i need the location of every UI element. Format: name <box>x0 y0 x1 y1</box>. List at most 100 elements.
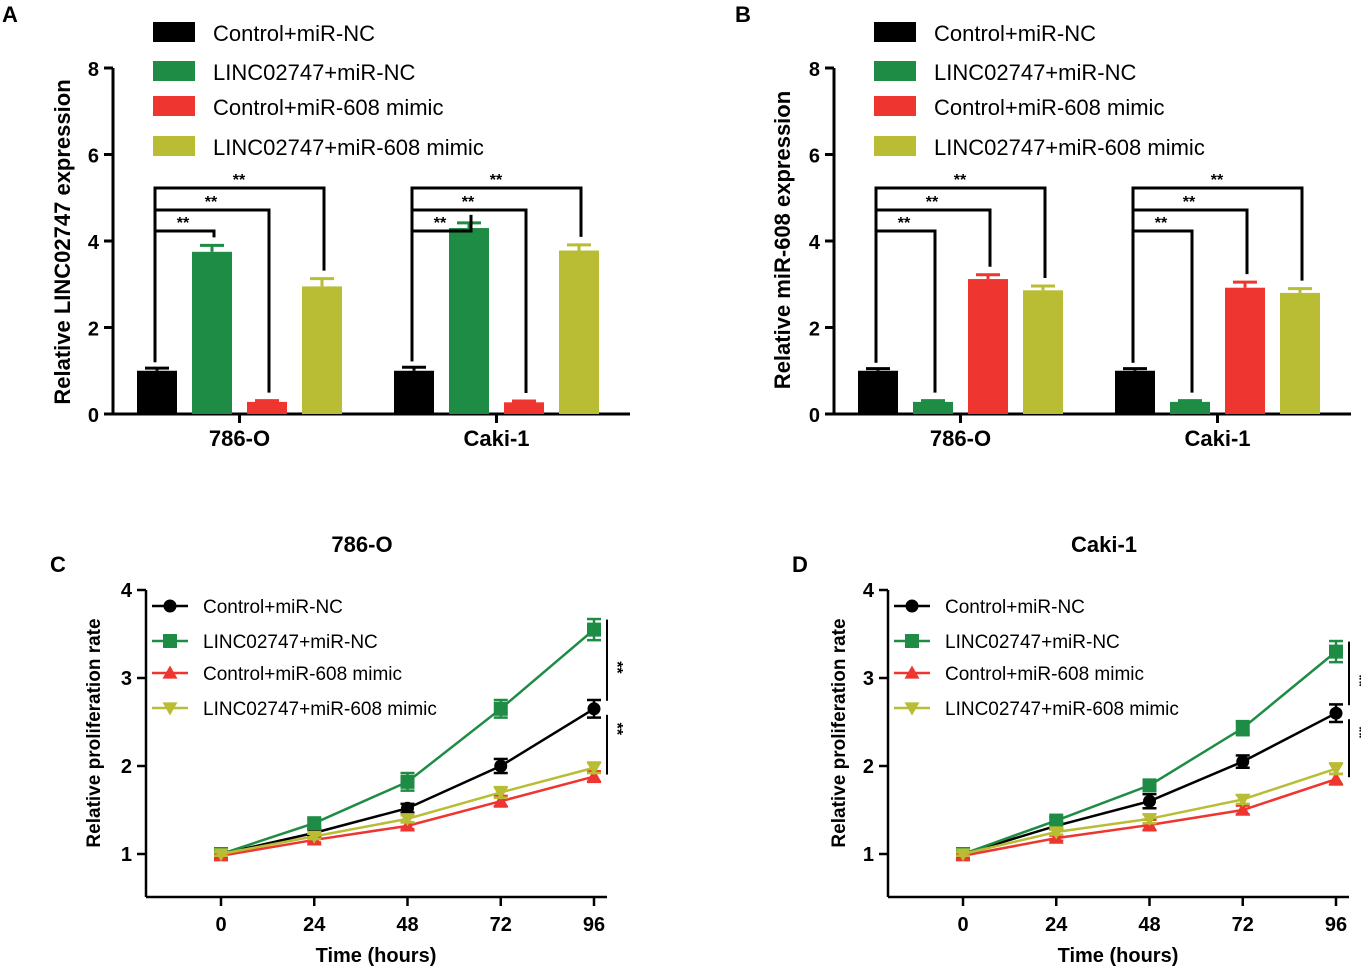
significance-label: ** <box>462 194 475 211</box>
x-tick-label: 48 <box>1138 914 1160 936</box>
legend-swatch <box>874 96 916 116</box>
bar <box>394 370 434 414</box>
y-tick-label: 2 <box>121 756 132 778</box>
data-point <box>587 702 601 716</box>
data-point <box>587 622 601 637</box>
legend-swatch <box>153 96 195 116</box>
y-tick-label: 3 <box>863 668 874 690</box>
y-axis-title: Relative proliferation rate <box>84 618 105 847</box>
data-point <box>1328 763 1344 777</box>
data-point <box>1235 721 1250 736</box>
legend-label: Control+miR-608 mimic <box>934 95 1164 120</box>
legend-swatch <box>874 22 916 42</box>
significance-label: ** <box>1211 172 1224 189</box>
data-point <box>1235 802 1251 816</box>
category-label: 786-O <box>930 426 991 451</box>
data-point <box>905 634 919 648</box>
x-tick-label: 48 <box>396 914 418 936</box>
x-axis-title: Time (hours) <box>316 945 437 967</box>
bar <box>302 286 342 414</box>
y-axis-title: Relative LINC02747 expression <box>50 79 75 404</box>
bar <box>504 402 544 414</box>
significance-label: ** <box>205 194 218 211</box>
data-point <box>163 634 177 648</box>
legend-swatch <box>153 136 195 156</box>
y-tick-label: 4 <box>863 580 875 602</box>
bar <box>137 370 177 414</box>
y-tick-label: 4 <box>121 580 133 602</box>
data-point <box>493 786 509 800</box>
panel-A: A 0 2 4 6 8 786-O Caki-1 Relative LINC02747 expr… <box>2 2 630 451</box>
data-point <box>1142 778 1157 793</box>
data-point <box>401 801 414 815</box>
data-point <box>904 702 920 716</box>
y-tick-label: 0 <box>88 405 99 427</box>
legend-swatch <box>874 136 916 156</box>
bar <box>1115 370 1155 414</box>
panel-letter: B <box>735 2 751 27</box>
data-point <box>400 774 415 789</box>
legend-label: Control+miR-608 mimic <box>213 95 443 120</box>
y-tick-label: 1 <box>863 844 874 866</box>
legend-label: LINC02747+miR-608 mimic <box>203 699 437 720</box>
significance-bracket <box>1131 186 1304 363</box>
significance-bracket <box>153 186 326 363</box>
x-tick-label: 24 <box>303 914 326 936</box>
x-tick-label: 24 <box>1045 914 1068 936</box>
significance-label: ** <box>177 215 190 232</box>
chart-title: 786-O <box>331 532 392 557</box>
data-point <box>905 599 919 613</box>
data-point <box>586 769 602 783</box>
chart-title: Caki-1 <box>1071 532 1137 557</box>
significance-label: ** <box>608 723 625 736</box>
category-label: Caki-1 <box>463 426 529 451</box>
x-tick-label: 72 <box>1232 914 1254 936</box>
category-label: Caki-1 <box>1184 426 1250 451</box>
y-tick-label: 6 <box>809 146 820 168</box>
legend-label: LINC02747+miR-608 mimic <box>945 699 1179 720</box>
data-point <box>955 848 971 862</box>
data-point <box>1049 813 1064 828</box>
data-point <box>1236 755 1250 769</box>
significance-label: ** <box>926 194 939 211</box>
data-point <box>1048 826 1064 840</box>
bar <box>968 279 1008 414</box>
category-label: 786-O <box>209 426 270 451</box>
x-tick-label: 0 <box>957 914 968 936</box>
data-point <box>1328 771 1344 785</box>
bar <box>1023 290 1063 414</box>
bar <box>1170 401 1210 414</box>
legend-swatch <box>874 61 916 81</box>
y-axis-title: Relative proliferation rate <box>829 618 850 847</box>
significance-label: ** <box>898 215 911 232</box>
significance-label: ** <box>1155 215 1168 232</box>
legend-label: Control+miR-NC <box>934 21 1096 46</box>
panel-letter: A <box>2 2 18 27</box>
legend-swatch <box>153 61 195 81</box>
legend-label: Control+miR-608 mimic <box>203 664 402 685</box>
bar <box>1225 287 1265 414</box>
panel-D: D Caki-1 1 2 3 4 0 24 48 72 96 Time (hours) Relative… <box>792 532 1361 967</box>
bar <box>913 401 953 414</box>
panel-letter: C <box>50 552 66 577</box>
data-point <box>307 816 322 831</box>
significance-label: ** <box>1350 674 1361 687</box>
significance-bracket <box>874 186 1047 363</box>
data-point <box>1142 813 1157 827</box>
data-point <box>1143 794 1156 808</box>
y-tick-label: 4 <box>88 232 100 254</box>
y-tick-label: 2 <box>88 319 99 341</box>
significance-bracket <box>410 186 583 362</box>
y-tick-label: 0 <box>809 405 820 427</box>
legend-swatch <box>153 22 195 42</box>
legend-label: LINC02747+miR-NC <box>203 632 378 653</box>
y-tick-label: 8 <box>809 59 820 81</box>
bar <box>559 250 599 414</box>
legend-label: LINC02747+miR-608 mimic <box>213 135 484 160</box>
y-tick-label: 4 <box>809 232 821 254</box>
significance-label: ** <box>434 215 447 232</box>
legend-label: LINC02747+miR-NC <box>945 632 1120 653</box>
data-point <box>1329 644 1343 659</box>
data-point <box>1235 793 1251 807</box>
